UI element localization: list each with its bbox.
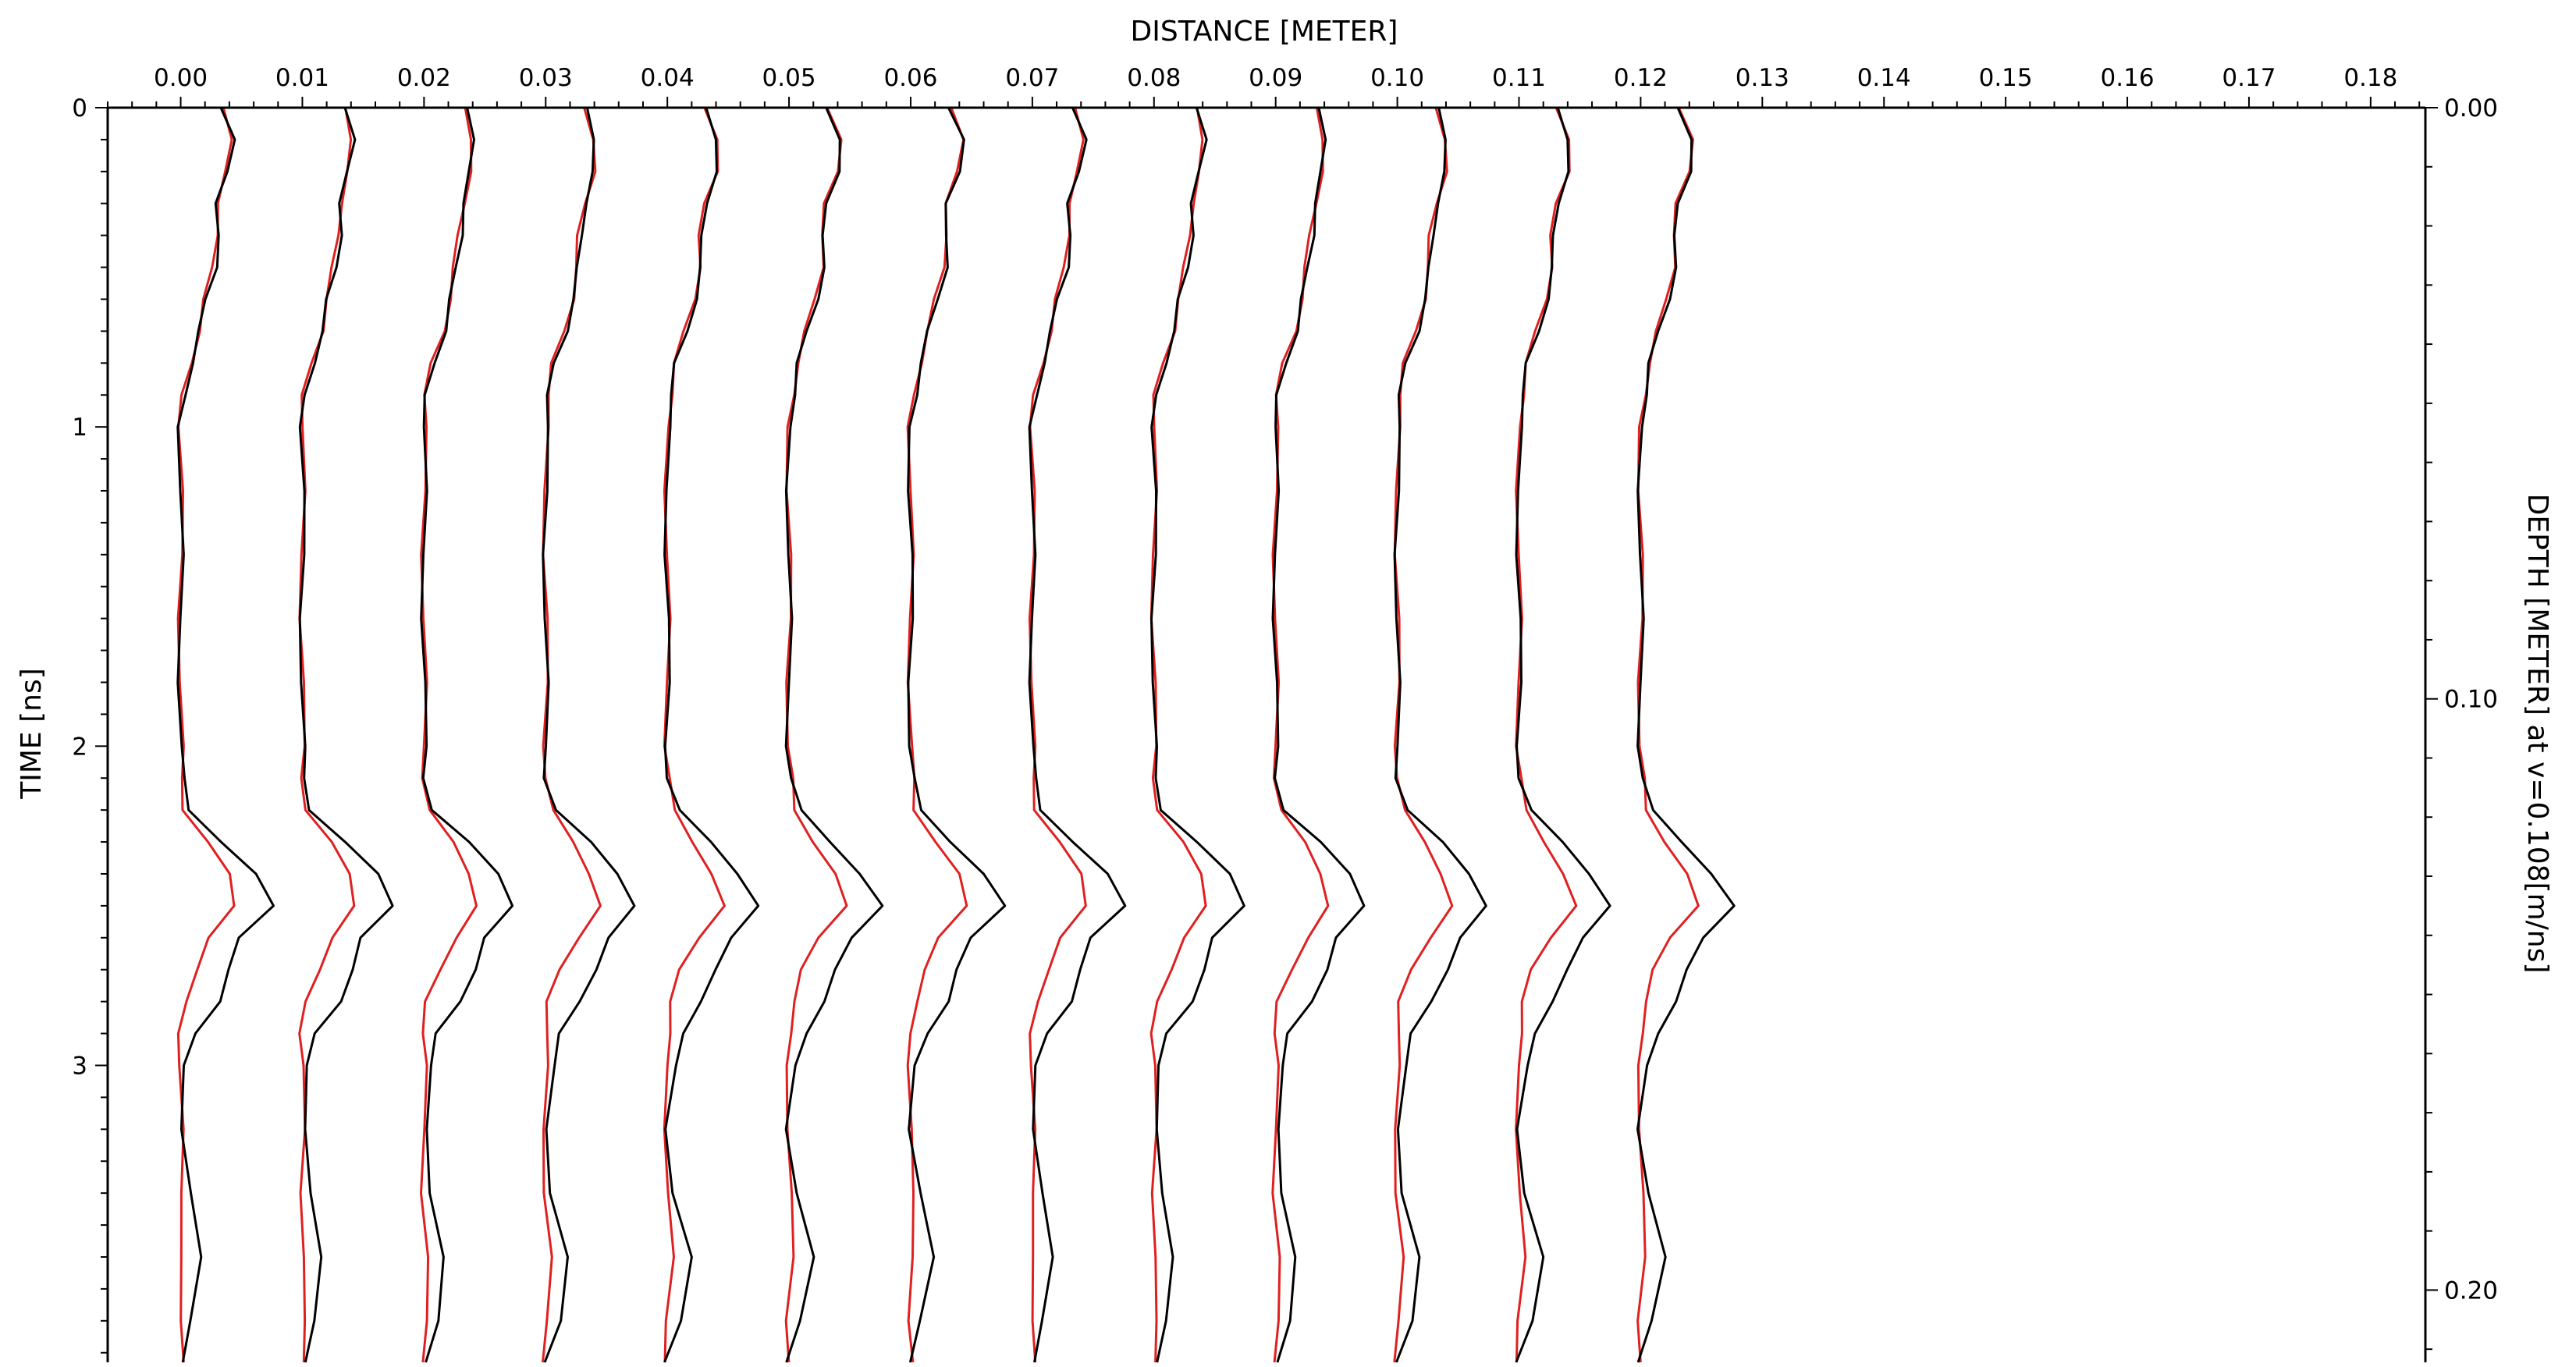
x-axis-title: DISTANCE [METER] [1131,16,1398,48]
x-tick-label: 0.12 [1614,64,1668,92]
x-tick-label: 0.14 [1857,64,1911,92]
trace-line-black-5 [784,107,884,1363]
trace-line-black-8 [1150,107,1245,1363]
trace-line-black-7 [1028,107,1127,1363]
axes-layer: 0.00 0.01 0.02 0.03 0.04 0.05 0.06 0.07 0.08 0.09… [72,64,2498,1362]
time-tick-label: 3 [72,1052,87,1080]
x-tick-label: 0.03 [519,64,573,92]
y-axis-title-left: TIME [ns] [16,668,48,800]
plot-area [108,108,2425,1362]
trace-line-red-0 [176,107,236,1363]
trace-line-red-7 [1028,107,1087,1363]
x-tick-label: 0.11 [1492,64,1546,92]
trace-line-black-10 [1393,107,1487,1363]
trace-line-black-4 [663,107,760,1363]
trace-line-black-6 [907,107,1007,1363]
x-tick-label: 0.06 [883,64,937,92]
trace-line-black-9 [1271,107,1366,1363]
x-tick-label: 0.17 [2222,64,2276,92]
trace-line-red-9 [1271,107,1330,1363]
time-tick-label: 1 [72,414,87,442]
x-tick-label: 0.10 [1370,64,1424,92]
depth-tick-label: 0.00 [2444,94,2498,122]
x-tick-label: 0.15 [1979,64,2033,92]
y-axis-title-right: DEPTH [METER] at v=0.108[m/ns] [2521,494,2553,974]
time-tick-label: 0 [72,94,87,122]
time-tick-label: 2 [72,733,87,761]
trace-line-red-2 [420,107,478,1363]
trace-line-black-11 [1515,107,1611,1363]
trace-line-black-1 [298,107,394,1363]
x-tick-label: 0.09 [1249,64,1302,92]
trace-line-black-12 [1636,107,1736,1363]
x-tick-label: 0.13 [1736,64,1789,92]
x-tick-label: 0.18 [2343,64,2397,92]
x-tick-label: 0.05 [762,64,816,92]
x-tick-label: 0.04 [641,64,695,92]
traces-layer [176,107,1736,1363]
trace-line-red-6 [906,107,968,1363]
x-tick-label: 0.07 [1005,64,1059,92]
x-tick-label: 0.02 [397,64,451,92]
x-tick-label: 0.00 [154,64,208,92]
depth-tick-label: 0.20 [2444,1276,2498,1305]
trace-line-black-0 [176,107,275,1363]
trace-line-black-3 [542,107,636,1363]
x-tick-label: 0.01 [275,64,329,92]
depth-tick-label: 0.10 [2444,686,2498,714]
trace-line-black-2 [420,107,514,1363]
x-tick-label: 0.16 [2101,64,2155,92]
x-tick-label: 0.08 [1127,64,1181,92]
